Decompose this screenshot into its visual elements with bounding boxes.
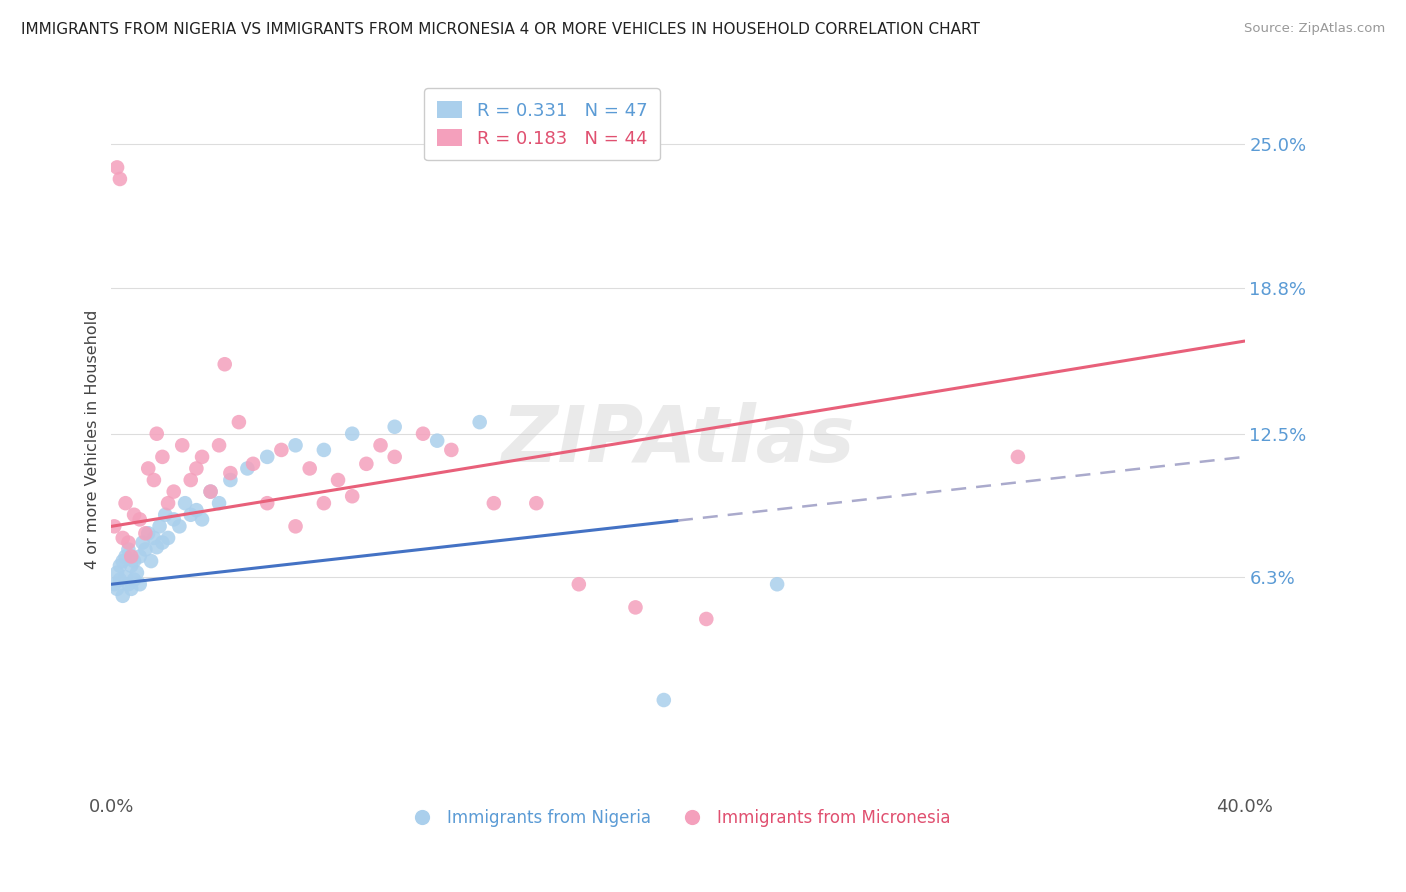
Point <box>191 512 214 526</box>
Point <box>172 438 194 452</box>
Point <box>111 531 134 545</box>
Point <box>163 484 186 499</box>
Text: Source: ZipAtlas.com: Source: ZipAtlas.com <box>1244 22 1385 36</box>
Point <box>120 549 142 564</box>
Point <box>256 496 278 510</box>
Point <box>114 549 136 564</box>
Point <box>125 566 148 580</box>
Point <box>356 457 378 471</box>
Point <box>340 489 363 503</box>
Point <box>128 577 150 591</box>
Point <box>108 558 131 573</box>
Point <box>111 589 134 603</box>
Point <box>128 512 150 526</box>
Point <box>139 554 162 568</box>
Point <box>214 357 236 371</box>
Point <box>568 577 591 591</box>
Point <box>284 519 307 533</box>
Point <box>111 554 134 568</box>
Point <box>108 172 131 186</box>
Point <box>103 519 125 533</box>
Point <box>128 549 150 564</box>
Point <box>131 535 153 549</box>
Point <box>136 526 159 541</box>
Point <box>157 531 180 545</box>
Point <box>105 161 128 175</box>
Point <box>695 612 717 626</box>
Point <box>169 519 191 533</box>
Point <box>105 582 128 596</box>
Point <box>384 419 406 434</box>
Point <box>440 442 463 457</box>
Point <box>298 461 321 475</box>
Legend: Immigrants from Nigeria, Immigrants from Micronesia: Immigrants from Nigeria, Immigrants from… <box>398 803 957 834</box>
Point <box>120 558 142 573</box>
Point <box>200 484 222 499</box>
Text: IMMIGRANTS FROM NIGERIA VS IMMIGRANTS FROM MICRONESIA 4 OR MORE VEHICLES IN HOUS: IMMIGRANTS FROM NIGERIA VS IMMIGRANTS FR… <box>21 22 980 37</box>
Point <box>163 512 186 526</box>
Point <box>122 554 145 568</box>
Point <box>1007 450 1029 464</box>
Point <box>155 508 177 522</box>
Point <box>242 457 264 471</box>
Point <box>180 473 202 487</box>
Point <box>134 542 156 557</box>
Point <box>219 473 242 487</box>
Point <box>482 496 505 510</box>
Point <box>114 570 136 584</box>
Point <box>145 540 167 554</box>
Point <box>120 582 142 596</box>
Point <box>174 496 197 510</box>
Point <box>766 577 789 591</box>
Point <box>340 426 363 441</box>
Point <box>208 496 231 510</box>
Point <box>105 566 128 580</box>
Point <box>117 535 139 549</box>
Point <box>114 496 136 510</box>
Point <box>191 450 214 464</box>
Point <box>524 496 547 510</box>
Point <box>186 503 208 517</box>
Point <box>103 577 125 591</box>
Point <box>208 438 231 452</box>
Point <box>134 526 156 541</box>
Point <box>652 693 675 707</box>
Point <box>426 434 449 448</box>
Point <box>284 438 307 452</box>
Point <box>312 442 335 457</box>
Point <box>122 573 145 587</box>
Point <box>142 531 165 545</box>
Point <box>117 577 139 591</box>
Point <box>370 438 392 452</box>
Y-axis label: 4 or more Vehicles in Household: 4 or more Vehicles in Household <box>86 310 100 569</box>
Point <box>117 542 139 557</box>
Point <box>228 415 250 429</box>
Point <box>468 415 491 429</box>
Point <box>142 473 165 487</box>
Point <box>108 573 131 587</box>
Point <box>152 450 174 464</box>
Point <box>312 496 335 510</box>
Point <box>157 496 180 510</box>
Point <box>145 426 167 441</box>
Point <box>384 450 406 464</box>
Point <box>180 508 202 522</box>
Point <box>236 461 259 475</box>
Point <box>219 466 242 480</box>
Point <box>256 450 278 464</box>
Point <box>148 519 170 533</box>
Point <box>412 426 434 441</box>
Point <box>624 600 647 615</box>
Point <box>186 461 208 475</box>
Point <box>326 473 349 487</box>
Point <box>136 461 159 475</box>
Point <box>200 484 222 499</box>
Point <box>270 442 292 457</box>
Text: ZIPAtlas: ZIPAtlas <box>501 401 855 477</box>
Point <box>152 535 174 549</box>
Point <box>122 508 145 522</box>
